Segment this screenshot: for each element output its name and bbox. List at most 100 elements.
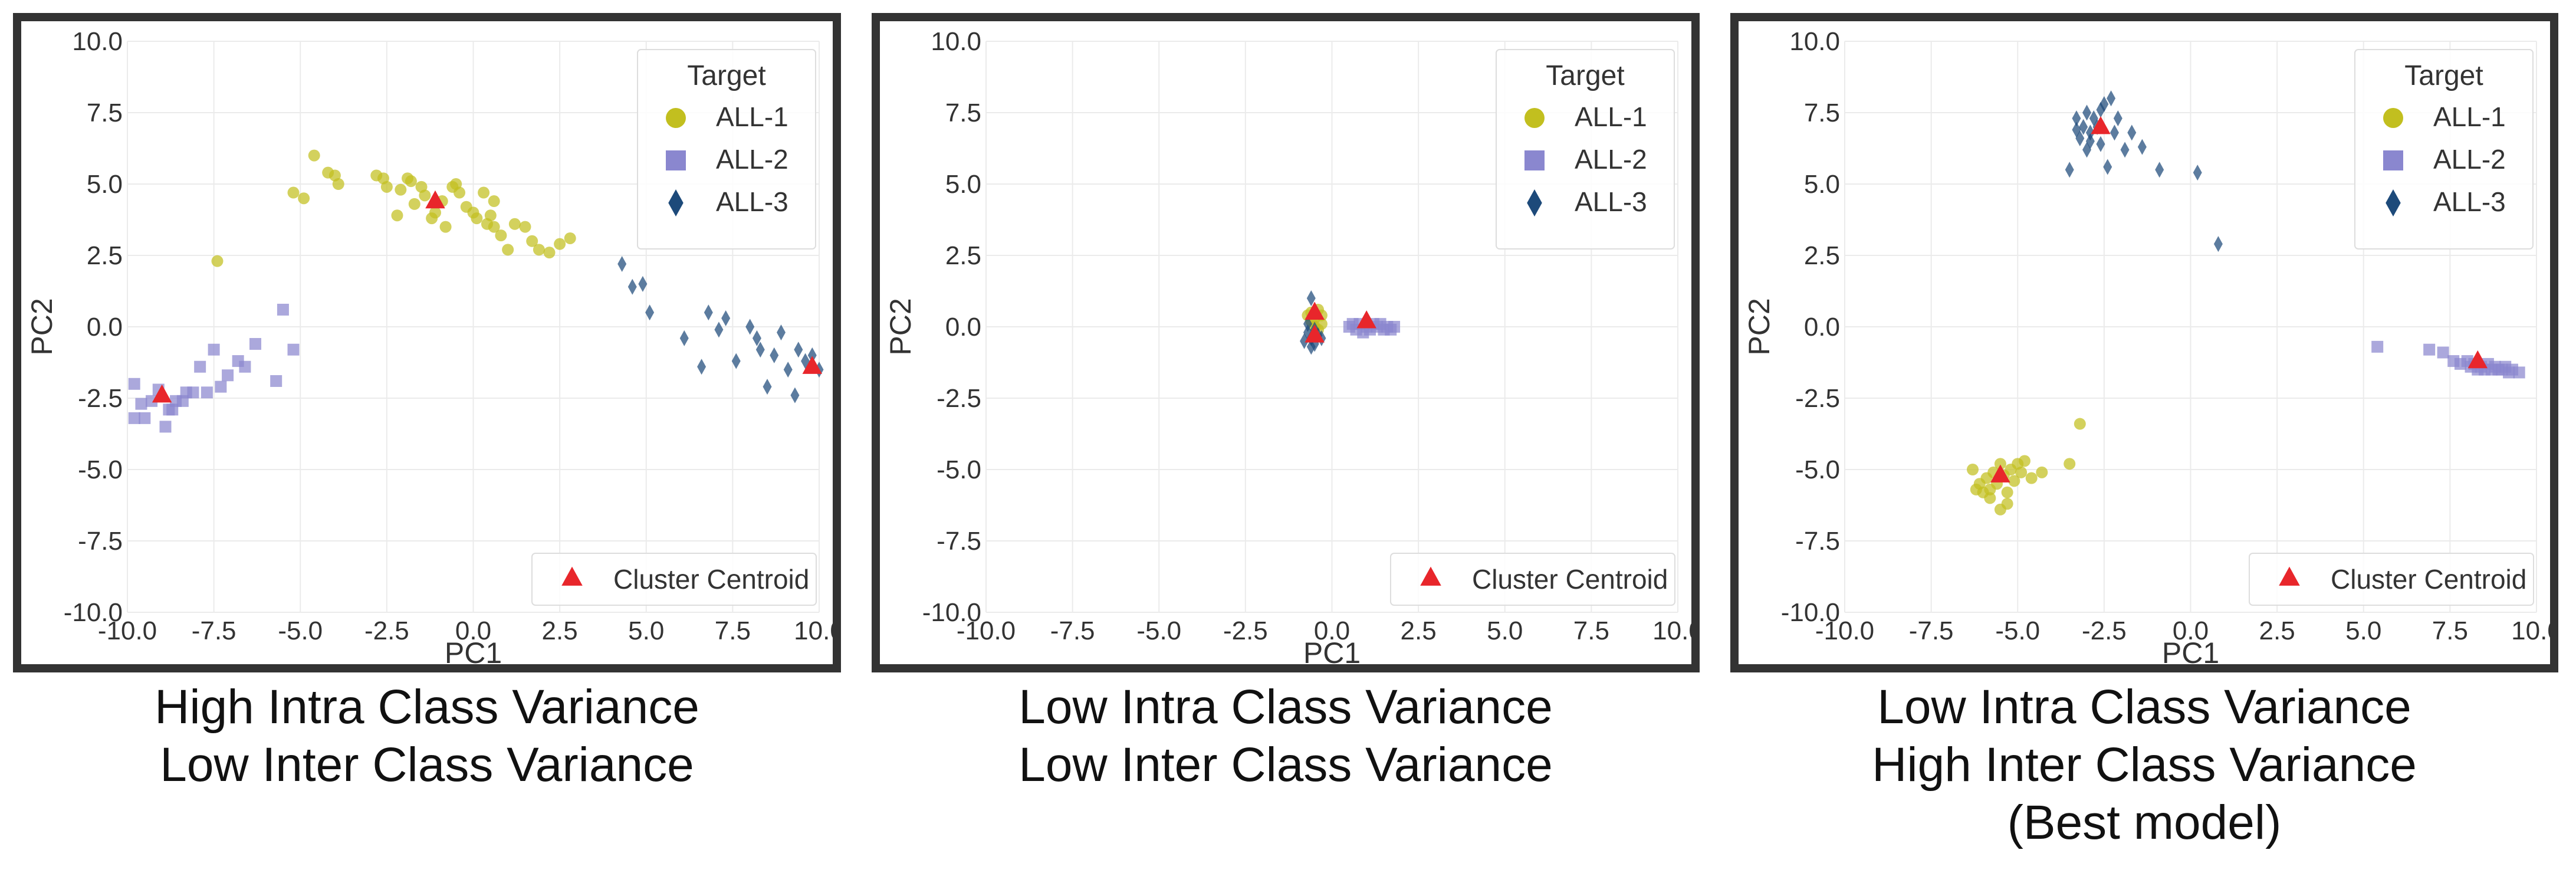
x-tick-label: 7.5 bbox=[1573, 616, 1609, 645]
point-all-3 bbox=[2096, 101, 2105, 118]
y-tick-label: 10.0 bbox=[1789, 27, 1840, 56]
point-all-1 bbox=[395, 183, 407, 196]
caption-line: Low Inter Class Variance bbox=[160, 738, 694, 792]
point-all-3 bbox=[2127, 124, 2137, 141]
y-tick-label: 5.0 bbox=[87, 170, 123, 199]
x-tick-label: 0.0 bbox=[455, 616, 491, 645]
point-all-3 bbox=[2120, 142, 2130, 158]
x-tick-label: -7.5 bbox=[1909, 616, 1954, 645]
cluster-centroid-marker bbox=[152, 384, 172, 403]
y-tick-label: 7.5 bbox=[1804, 99, 1840, 127]
x-tick-label: -7.5 bbox=[1050, 616, 1095, 645]
point-all-3 bbox=[721, 310, 731, 326]
legend-title: Target bbox=[687, 60, 765, 91]
point-all-3 bbox=[2110, 124, 2119, 141]
point-all-1 bbox=[533, 244, 545, 256]
x-tick-label: -5.0 bbox=[1995, 616, 2040, 645]
scatter-plot-2: -10.0 -7.5 -5.0 -2.5 0.0 2.5 5.0 7.5 10.0 10.0 7.5… bbox=[884, 27, 1691, 664]
point-all-3 bbox=[2082, 104, 2092, 121]
x-tick-label: -5.0 bbox=[278, 616, 323, 645]
x-tick-label: -2.5 bbox=[1223, 616, 1268, 645]
x-tick-label: 10.0 bbox=[1652, 616, 1691, 645]
legend-label: ALL-2 bbox=[2433, 144, 2506, 175]
point-all-3 bbox=[638, 275, 648, 292]
y-tick-label: -5.0 bbox=[78, 455, 123, 484]
point-all-3 bbox=[1306, 339, 1316, 355]
y-tick-label: -10.0 bbox=[1781, 598, 1840, 627]
point-all-1 bbox=[2001, 498, 2013, 510]
y-tick-label: 0.0 bbox=[945, 313, 981, 342]
scatter-plot-3: -10.0 -7.5 -5.0 -2.5 0.0 2.5 5.0 7.5 10.0 10.0 7.5… bbox=[1743, 27, 2550, 664]
point-all-3 bbox=[776, 324, 786, 341]
square-icon bbox=[666, 150, 686, 170]
point-all-2 bbox=[287, 343, 300, 356]
point-all-3 bbox=[2096, 136, 2105, 152]
legend-label: ALL-1 bbox=[1575, 101, 1647, 132]
point-all-3 bbox=[697, 359, 707, 375]
circle-icon bbox=[1524, 108, 1545, 128]
point-all-1 bbox=[454, 186, 466, 199]
scatter-panel-2: -10.0 -7.5 -5.0 -2.5 0.0 2.5 5.0 7.5 10.0 10.0 7.5… bbox=[872, 13, 1700, 672]
legend-label: ALL-2 bbox=[716, 144, 788, 175]
y-tick-label: 10.0 bbox=[931, 27, 981, 56]
cluster-centroid-marker bbox=[425, 190, 445, 209]
centroid-legend: Cluster Centroid bbox=[1390, 553, 1675, 606]
x-tick-label: 2.5 bbox=[1401, 616, 1437, 645]
point-all-3 bbox=[2065, 162, 2074, 178]
legend-label: ALL-3 bbox=[2433, 186, 2506, 217]
point-all-1 bbox=[308, 149, 320, 162]
point-all-1 bbox=[508, 218, 521, 230]
diamond-icon bbox=[2386, 189, 2401, 216]
caption-line: Low Inter Class Variance bbox=[1018, 738, 1553, 792]
y-tick-label: 0.0 bbox=[1804, 313, 1840, 342]
point-all-1 bbox=[471, 212, 483, 225]
cluster-centroid-marker bbox=[2467, 350, 2488, 369]
target-legend: Target ALL-1 ALL-2 ALL-3 bbox=[1496, 49, 1675, 250]
y-tick-label: 7.5 bbox=[945, 99, 981, 127]
centroid-triangle-icon bbox=[561, 566, 583, 586]
point-all-2 bbox=[270, 375, 282, 387]
x-axis-label: PC1 bbox=[2162, 636, 2219, 664]
x-tick-label: 5.0 bbox=[1487, 616, 1523, 645]
target-legend: Target ALL-1 ALL-2 ALL-3 bbox=[637, 49, 816, 250]
x-tick-label: 7.5 bbox=[715, 616, 751, 645]
x-tick-label: -10.0 bbox=[1815, 616, 1874, 645]
scatter-panel-3: -10.0 -7.5 -5.0 -2.5 0.0 2.5 5.0 7.5 10.0 10.0 7.5… bbox=[1730, 13, 2558, 672]
y-tick-label: 10.0 bbox=[72, 27, 123, 56]
point-all-3 bbox=[2107, 90, 2116, 107]
point-all-2 bbox=[163, 403, 175, 416]
x-axis-label: PC1 bbox=[445, 636, 502, 664]
centroid-legend-box bbox=[531, 553, 817, 606]
centroid-triangle-icon bbox=[1420, 566, 1441, 586]
centroid-legend: Cluster Centroid bbox=[531, 553, 817, 606]
point-all-2 bbox=[2437, 346, 2449, 359]
point-all-3 bbox=[645, 304, 655, 321]
legend-title: Target bbox=[2404, 60, 2483, 91]
point-all-3 bbox=[794, 342, 803, 358]
point-all-1 bbox=[1315, 318, 1328, 330]
centroid-markers bbox=[1990, 116, 2488, 483]
centroid-markers bbox=[152, 190, 822, 403]
legend-box bbox=[637, 49, 816, 250]
point-all-3 bbox=[1300, 333, 1309, 349]
x-tick-label: 0.0 bbox=[1314, 616, 1350, 645]
point-all-2 bbox=[2371, 340, 2384, 353]
cluster-centroid-marker bbox=[2091, 116, 2111, 134]
centroid-legend-label: Cluster Centroid bbox=[613, 564, 809, 595]
point-all-3 bbox=[2213, 236, 2223, 252]
y-tick-label: -10.0 bbox=[922, 598, 981, 627]
centroid-markers bbox=[1305, 301, 1376, 343]
point-all-2 bbox=[2513, 366, 2525, 379]
point-all-1 bbox=[298, 192, 310, 205]
scatter-plot-1: -10.0 -7.5 -5.0 -2.5 0.0 2.5 5.0 7.5 10.0 10.0 7.5… bbox=[25, 27, 833, 664]
legend-box bbox=[1496, 49, 1675, 250]
square-icon bbox=[1524, 150, 1545, 170]
cluster-centroid-marker bbox=[1990, 464, 2010, 483]
point-all-1 bbox=[2015, 466, 2028, 478]
x-tick-label: -7.5 bbox=[192, 616, 236, 645]
tick-labels: -10.0 -7.5 -5.0 -2.5 0.0 2.5 5.0 7.5 10.0 10.0 7.5… bbox=[922, 27, 1691, 645]
point-all-1 bbox=[2074, 418, 2086, 430]
point-all-3 bbox=[2155, 162, 2164, 178]
point-all-3 bbox=[2137, 139, 2147, 155]
x-tick-label: 7.5 bbox=[2432, 616, 2468, 645]
